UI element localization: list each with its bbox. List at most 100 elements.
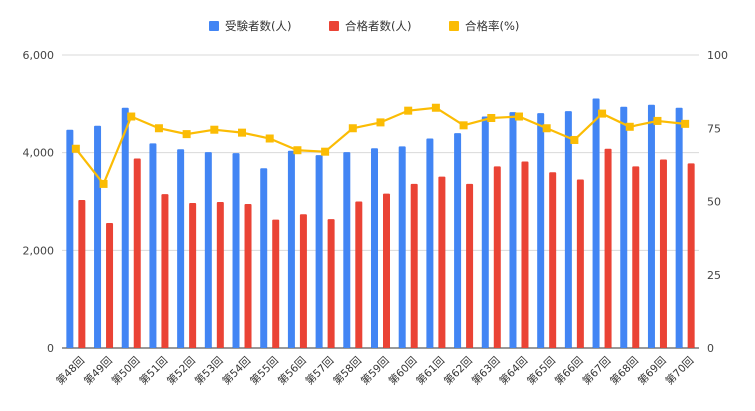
bar <box>177 149 185 348</box>
line-point <box>514 112 523 121</box>
line-point <box>210 125 219 134</box>
bar <box>315 155 323 348</box>
bar <box>564 111 572 349</box>
line-point <box>71 144 80 153</box>
line-point <box>542 124 551 133</box>
y-left-tick-label: 6,000 <box>23 49 55 62</box>
bar <box>343 152 351 348</box>
x-tick-label: 第67回 <box>580 354 613 387</box>
legend-item: 合格率(%) <box>449 19 519 33</box>
bar <box>149 143 157 348</box>
bar <box>260 168 268 348</box>
bar <box>94 125 102 348</box>
line-point <box>431 103 440 112</box>
y-left-tick-label: 0 <box>47 342 54 355</box>
line-point <box>238 128 247 137</box>
x-tick-label: 第54回 <box>220 354 253 387</box>
x-tick-label: 第51回 <box>137 354 170 387</box>
x-tick-label: 第70回 <box>663 354 696 387</box>
line-series <box>71 103 690 188</box>
x-tick-label: 第57回 <box>303 354 336 387</box>
bar <box>659 159 667 348</box>
line-point <box>404 106 413 115</box>
x-tick-label: 第65回 <box>524 354 557 387</box>
x-tick-label: 第64回 <box>497 354 530 387</box>
bar <box>592 98 600 348</box>
y-right-tick-label: 0 <box>707 342 714 355</box>
line-point <box>570 135 579 144</box>
legend: 受験者数(人) 合格者数(人) 合格率(%) <box>209 19 519 33</box>
bar <box>537 113 545 348</box>
bar <box>576 179 584 348</box>
bar <box>78 200 86 348</box>
y-right-tick-label: 100 <box>707 49 728 62</box>
y-right-tick-label: 50 <box>707 196 721 209</box>
bar <box>371 148 378 348</box>
y-left-tick-label: 2,000 <box>23 244 55 257</box>
bar <box>454 133 462 348</box>
x-tick-label: 第68回 <box>607 354 640 387</box>
line-point <box>321 147 330 156</box>
line-point <box>487 113 496 122</box>
bar <box>398 146 406 348</box>
bar <box>438 176 446 348</box>
x-tick-label: 第58回 <box>331 354 364 387</box>
x-tick-label: 第53回 <box>192 354 225 387</box>
line-point <box>127 112 136 121</box>
x-tick-label: 第61回 <box>414 354 447 387</box>
line-point <box>459 121 468 130</box>
bar <box>133 158 141 348</box>
bar-series <box>66 98 683 349</box>
bar <box>632 166 640 348</box>
x-tick-label: 第66回 <box>552 354 585 387</box>
y-right-tick-label: 25 <box>707 269 721 282</box>
bar <box>620 106 628 348</box>
bar <box>232 153 240 348</box>
bar <box>426 138 434 348</box>
x-tick-label: 第60回 <box>386 354 419 387</box>
bar <box>466 183 474 348</box>
bar <box>121 107 129 349</box>
bar <box>604 148 612 348</box>
line-point <box>681 119 690 128</box>
legend-label: 合格者数(人) <box>345 19 411 33</box>
line-point <box>625 122 634 131</box>
legend-swatch <box>329 21 339 31</box>
legend-item: 受験者数(人) <box>209 19 291 33</box>
bar <box>216 201 224 348</box>
line-point <box>265 134 274 143</box>
x-tick-label: 第50回 <box>109 354 142 387</box>
gridlines <box>62 54 699 349</box>
bar <box>383 193 390 348</box>
bar <box>299 214 307 348</box>
line-point <box>376 118 385 127</box>
x-tick-label: 第48回 <box>54 354 87 387</box>
bar-series <box>78 148 695 348</box>
legend-swatch <box>449 21 459 31</box>
x-tick-label: 第63回 <box>469 354 502 387</box>
bar <box>66 129 74 348</box>
bar <box>509 112 517 348</box>
bar <box>355 201 363 348</box>
line-point <box>293 146 302 155</box>
bar <box>189 202 197 348</box>
line-point <box>182 130 191 139</box>
x-tick-label: 第52回 <box>164 354 197 387</box>
bar <box>687 163 695 348</box>
bar <box>204 152 212 348</box>
x-tick-label: 第56回 <box>275 354 308 387</box>
line-point <box>598 109 607 118</box>
bar <box>244 203 252 348</box>
bar <box>287 150 295 348</box>
line-point <box>154 124 163 133</box>
bar <box>647 104 655 348</box>
bar <box>410 183 418 348</box>
bar <box>493 166 501 348</box>
bar <box>327 219 335 348</box>
legend-label: 受験者数(人) <box>225 19 291 33</box>
x-tick-label: 第59回 <box>358 354 391 387</box>
legend-label: 合格率(%) <box>465 19 519 33</box>
line-point <box>653 116 662 125</box>
bar <box>675 107 683 349</box>
